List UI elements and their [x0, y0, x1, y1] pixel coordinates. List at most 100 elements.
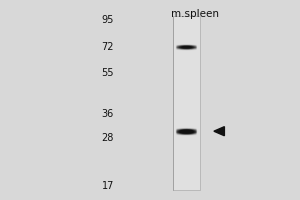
Bar — [187, 48, 188, 49]
Bar — [194, 45, 195, 46]
Bar — [195, 130, 196, 131]
Bar — [187, 132, 188, 133]
Bar — [176, 48, 177, 49]
Bar — [189, 129, 190, 130]
Bar — [177, 130, 178, 131]
Bar — [180, 129, 181, 130]
Bar — [183, 128, 184, 129]
Bar — [180, 45, 181, 46]
Bar — [183, 129, 184, 130]
Bar — [185, 47, 186, 48]
Bar — [188, 130, 189, 131]
Bar — [176, 130, 177, 131]
Bar — [185, 46, 186, 47]
Bar — [177, 48, 178, 49]
Bar — [184, 133, 185, 134]
Bar — [182, 131, 183, 132]
Bar — [184, 129, 185, 130]
Bar — [193, 133, 194, 134]
Bar — [182, 129, 183, 130]
Bar — [178, 46, 179, 47]
Bar — [177, 131, 178, 132]
Bar — [178, 48, 179, 49]
Bar — [182, 132, 183, 133]
Bar — [179, 132, 180, 133]
Bar — [194, 48, 195, 49]
Bar — [195, 48, 196, 49]
Bar — [178, 131, 179, 132]
Bar — [180, 133, 181, 134]
Bar — [179, 131, 180, 132]
Bar — [189, 45, 190, 46]
Bar — [177, 129, 178, 130]
Bar — [180, 130, 181, 131]
Bar — [189, 131, 190, 132]
Bar — [185, 128, 186, 129]
Bar — [188, 129, 189, 130]
Polygon shape — [214, 127, 224, 136]
Bar — [195, 45, 196, 46]
Bar — [177, 128, 178, 129]
Bar — [188, 48, 189, 49]
Bar — [185, 133, 186, 134]
Bar — [195, 47, 196, 48]
Bar — [182, 133, 183, 134]
Bar — [190, 46, 191, 47]
Bar — [184, 128, 185, 129]
Bar — [183, 45, 184, 46]
Bar — [178, 128, 179, 129]
Bar — [176, 131, 177, 132]
Bar — [183, 133, 184, 134]
Bar — [190, 45, 191, 46]
Bar — [191, 47, 192, 48]
Bar — [187, 128, 188, 129]
Bar — [186, 46, 187, 47]
Bar — [176, 45, 177, 46]
Bar — [183, 132, 184, 133]
Bar — [187, 133, 188, 134]
Bar — [190, 47, 191, 48]
Bar — [177, 47, 178, 48]
Bar — [192, 129, 193, 130]
Bar — [179, 47, 180, 48]
Bar — [194, 130, 195, 131]
Bar — [195, 132, 196, 133]
Bar — [192, 128, 193, 129]
Bar — [182, 130, 183, 131]
Bar — [177, 46, 178, 47]
Bar — [190, 130, 191, 131]
Bar — [195, 133, 196, 134]
Bar — [180, 48, 181, 49]
Bar — [190, 131, 191, 132]
Bar — [179, 48, 180, 49]
Bar — [178, 132, 179, 133]
Bar — [178, 133, 179, 134]
Bar — [181, 132, 182, 133]
Bar — [184, 47, 185, 48]
Bar — [187, 129, 188, 130]
Bar — [180, 131, 181, 132]
Bar — [185, 48, 186, 49]
Bar — [193, 129, 194, 130]
Bar — [191, 128, 192, 129]
Bar — [179, 133, 180, 134]
Bar — [194, 128, 195, 129]
Bar — [186, 128, 187, 129]
Bar — [193, 130, 194, 131]
Bar — [195, 131, 196, 132]
Bar — [194, 129, 195, 130]
Bar — [185, 132, 186, 133]
Bar — [186, 129, 187, 130]
Bar — [183, 48, 184, 49]
Bar — [182, 128, 183, 129]
Bar — [191, 45, 192, 46]
Bar — [188, 46, 189, 47]
Bar — [194, 132, 195, 133]
Bar — [183, 131, 184, 132]
Text: 72: 72 — [101, 42, 114, 52]
Bar — [191, 46, 192, 47]
Bar — [192, 130, 193, 131]
Bar — [177, 45, 178, 46]
Bar — [187, 130, 188, 131]
Bar — [184, 130, 185, 131]
